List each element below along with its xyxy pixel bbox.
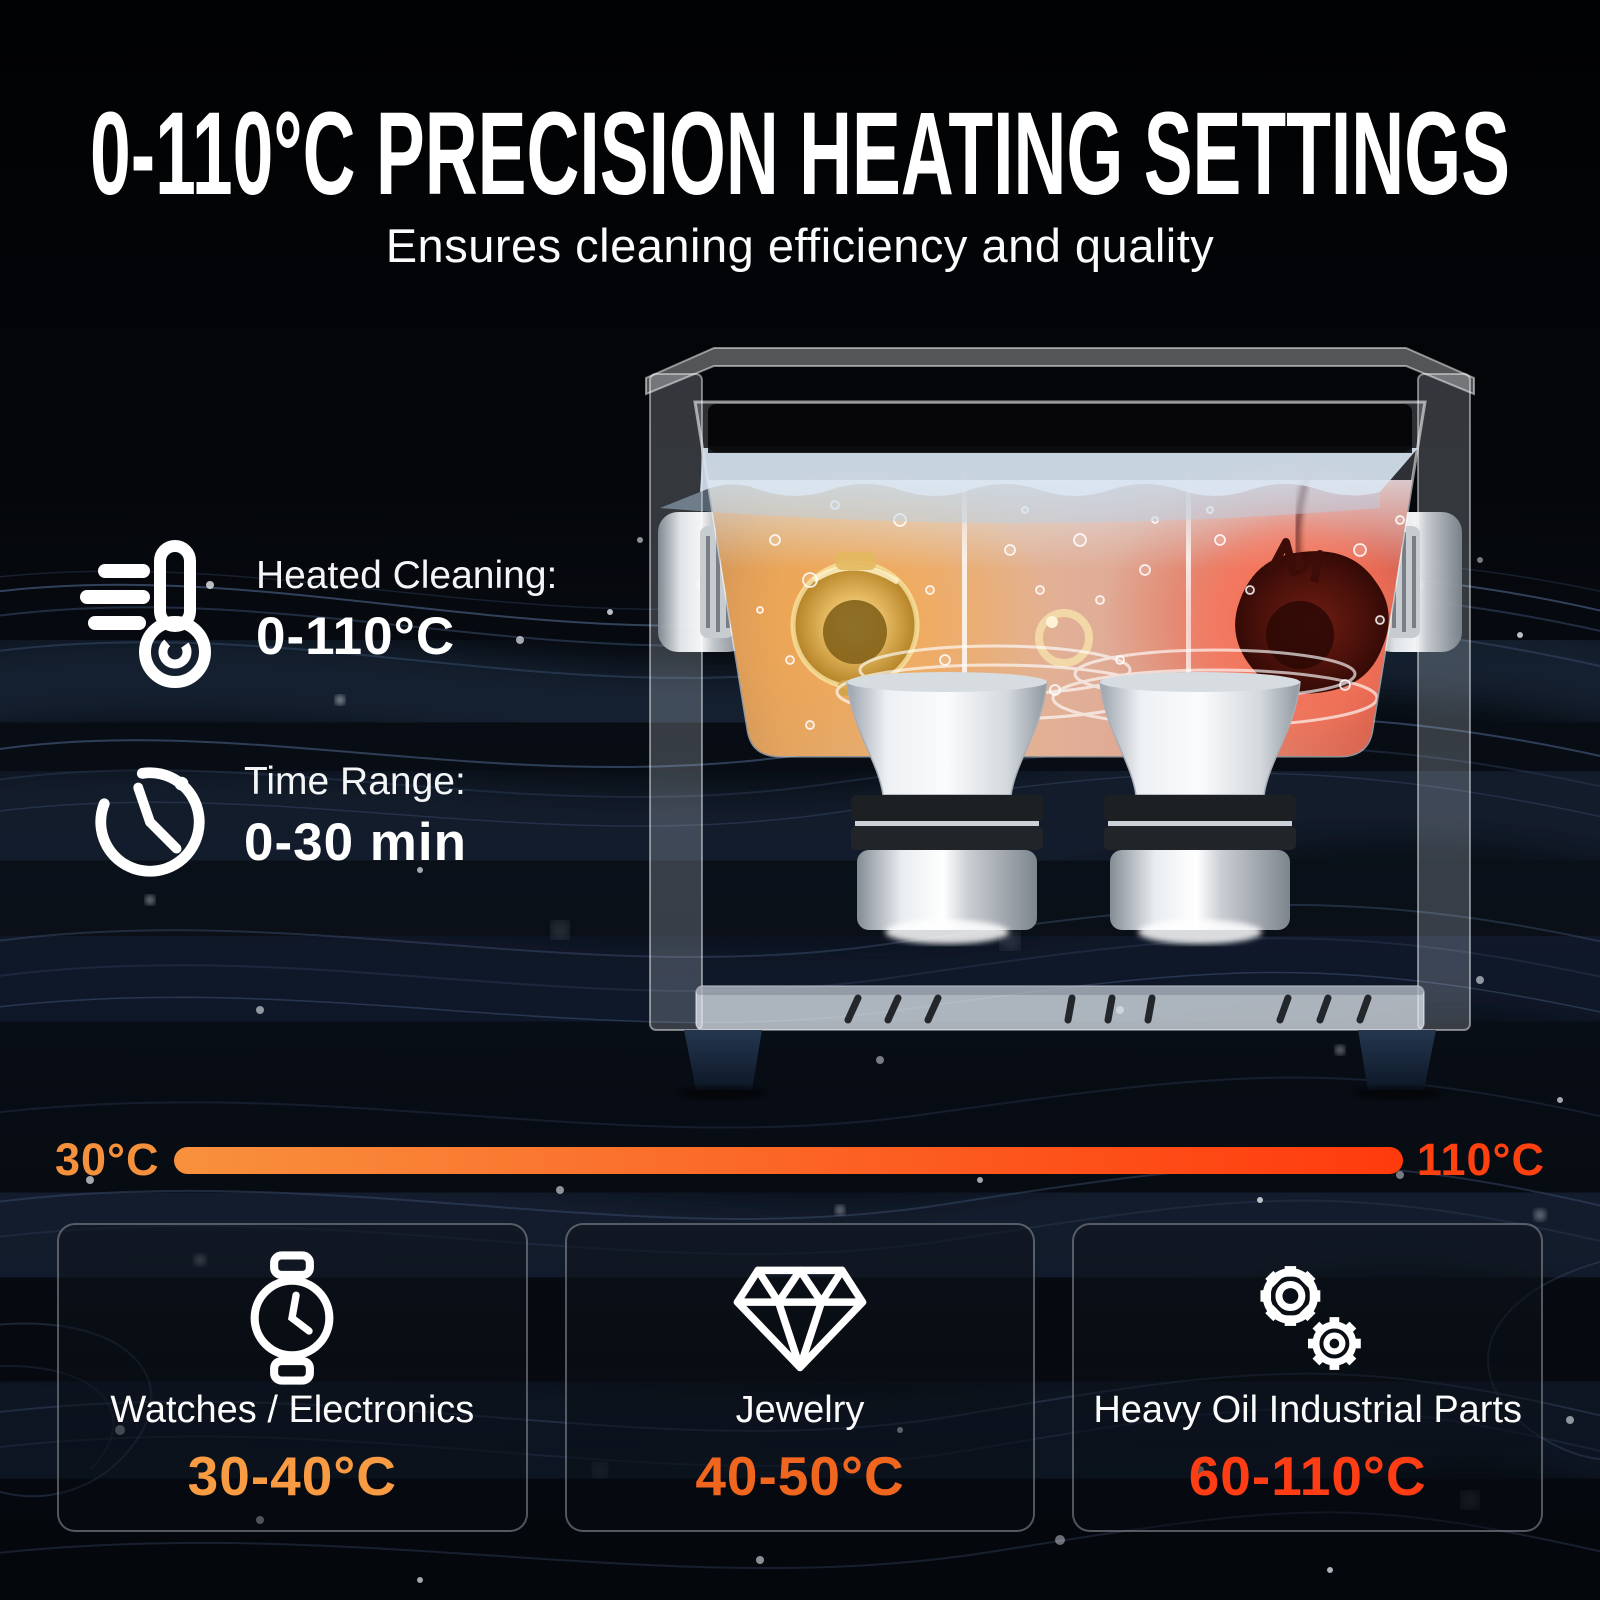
card-label: Heavy Oil Industrial Parts (1093, 1389, 1523, 1431)
transducer-left (846, 672, 1048, 944)
card-label: Watches / Electronics (110, 1389, 475, 1431)
water-surface (700, 448, 1418, 496)
tank-rim (645, 347, 1475, 396)
feature-label: Time Range: (244, 760, 466, 803)
page-subtitle: Ensures cleaning efficiency and quality (385, 219, 1215, 272)
card-heavy-oil-industrial-parts: Heavy Oil Industrial Parts 60-110°C (1072, 1223, 1544, 1532)
card-temperature-range: 40-50°C (695, 1445, 905, 1507)
page-title: 0-110°C PRECISION HEATING SETTINGS (0, 88, 1600, 218)
clock-icon (95, 767, 205, 877)
bubbles (756, 500, 1405, 740)
vent-slots (844, 994, 1372, 1024)
card-temperature-range: 30-40°C (187, 1445, 398, 1507)
feature-label: Heated Cleaning: (256, 554, 558, 597)
gears-icon (1260, 1266, 1361, 1370)
product-illustration-ultrasonic-cleaner (645, 347, 1475, 1100)
feature-time-range: Time Range: 0-30 min (86, 758, 467, 886)
page-title-text: 0-110°C PRECISION HEATING SETTINGS (90, 88, 1510, 218)
thermometer-icon (80, 540, 211, 688)
feature-value: 0-110°C (256, 607, 456, 666)
card-temperature-range: 60-110°C (1188, 1445, 1427, 1507)
application-cards: Watches / Electronics 30-40°C Jewelry 40… (57, 1223, 1544, 1532)
base (695, 985, 1425, 1031)
scale-min-label: 30°C (55, 1134, 160, 1185)
temperature-scale: 30°C 110°C (55, 1130, 1545, 1190)
card-jewelry: Jewelry 40-50°C (564, 1223, 1036, 1532)
feature-value: 0-30 min (244, 813, 468, 872)
water-surface-shade (660, 484, 1380, 523)
tank-opening (708, 404, 1412, 452)
card-label: Jewelry (735, 1389, 865, 1431)
watch-icon (250, 1251, 334, 1385)
temperature-gradient-bar (173, 1146, 1403, 1174)
ring-in-tank (1035, 609, 1093, 667)
feature-heated-cleaning: Heated Cleaning: 0-110°C (68, 540, 557, 690)
diamond-icon (733, 1266, 867, 1372)
transducer-right (1099, 672, 1301, 944)
feet (678, 1030, 1442, 1100)
cleaning-tank (645, 347, 1475, 758)
card-watches-electronics: Watches / Electronics 30-40°C (57, 1223, 528, 1532)
scale-max-label: 110°C (1416, 1134, 1545, 1185)
